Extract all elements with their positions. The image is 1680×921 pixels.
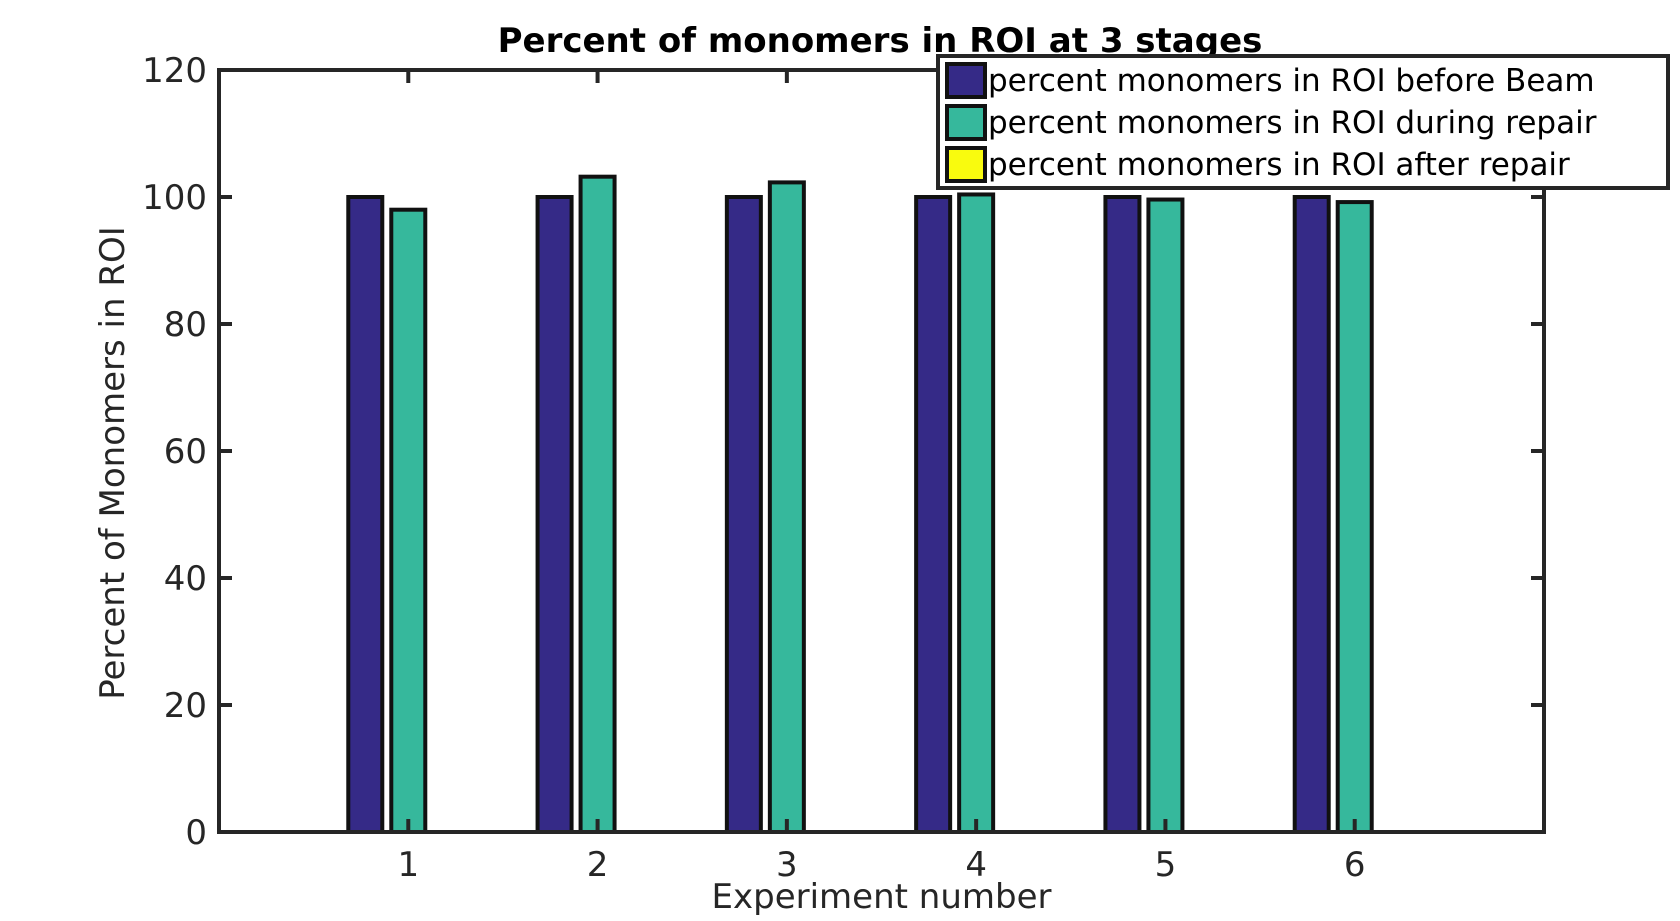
bars-layer (346, 174, 1374, 835)
x-tick-label-2: 2 (587, 845, 609, 885)
legend-swatch-1 (945, 62, 987, 99)
y-tick-label-60: 60 (164, 432, 207, 472)
x-tick-label-1: 1 (397, 845, 419, 885)
x-axis-label: Experiment number (712, 877, 1052, 917)
x-tick-label-4: 4 (965, 845, 987, 885)
bar-series-2-exp-4 (957, 192, 996, 834)
bar-series-1-exp-5 (1103, 195, 1142, 834)
bar-series-1-exp-2 (535, 195, 574, 834)
bar-series-1-exp-1 (346, 195, 385, 834)
y-axis-label: Percent of Monomers in ROI (93, 226, 133, 700)
legend-label-1: percent monomers in ROI before Beam (988, 63, 1595, 99)
bar-series-2-exp-2 (578, 174, 617, 834)
bar-series-1-exp-3 (724, 195, 763, 834)
y-tick-label-120: 120 (142, 51, 207, 91)
bar-series-1-exp-4 (914, 195, 953, 834)
legend-swatch-2 (945, 104, 987, 141)
legend-label-2: percent monomers in ROI during repair (988, 105, 1597, 141)
y-tick-label-80: 80 (164, 305, 207, 345)
bar-series-2-exp-1 (389, 207, 428, 834)
bar-series-2-exp-6 (1335, 200, 1374, 834)
bar-series-2-exp-3 (767, 180, 806, 834)
legend-box (936, 54, 1670, 190)
y-tick-label-0: 0 (185, 813, 207, 853)
legend: percent monomers in ROI before Beam perce… (936, 54, 1670, 190)
legend-swatch-3 (945, 146, 987, 183)
y-tick-label-40: 40 (164, 559, 207, 599)
legend-label-3: percent monomers in ROI after repair (988, 147, 1570, 183)
y-tick-label-20: 20 (164, 686, 207, 726)
x-tick-label-5: 5 (1155, 845, 1177, 885)
bar-series-2-exp-5 (1146, 197, 1185, 835)
x-tick-label-6: 6 (1344, 845, 1366, 885)
bar-series-1-exp-6 (1292, 195, 1331, 834)
x-tick-label-3: 3 (776, 845, 798, 885)
y-tick-label-100: 100 (142, 178, 207, 218)
